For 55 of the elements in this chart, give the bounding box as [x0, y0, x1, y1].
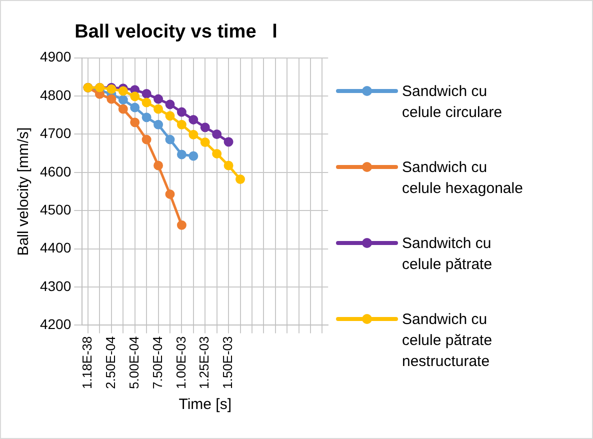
point — [176, 120, 186, 130]
legend-label: Sandwich cu celule pătrate nestructurate — [402, 310, 494, 372]
point — [130, 102, 140, 112]
point — [176, 220, 186, 230]
point — [142, 134, 152, 144]
point — [165, 100, 175, 110]
point — [188, 130, 198, 140]
y-tick-label: 4800 — [40, 86, 72, 103]
x-tick-label: 1.25E-03 — [196, 336, 212, 390]
point — [165, 134, 175, 144]
y-tick-label: 4300 — [40, 278, 72, 294]
chart-title: Ball velocity vs time l — [74, 22, 278, 43]
point — [118, 104, 128, 114]
point — [224, 160, 234, 170]
point — [200, 122, 210, 132]
point — [130, 118, 140, 128]
point — [118, 86, 128, 96]
x-axis-title: Time [s] — [178, 396, 232, 414]
legend-label: Sandwich cu celule hexagonale — [402, 158, 524, 199]
point — [118, 95, 128, 105]
y-tick-label: 4700 — [40, 125, 72, 142]
point — [236, 174, 246, 184]
point — [154, 160, 164, 170]
point — [165, 189, 175, 199]
point — [154, 104, 164, 114]
x-tick-label: 1.50E-03 — [220, 336, 236, 390]
x-tick-label: 7.50E-04 — [150, 336, 165, 390]
y-tick-label: 4600 — [40, 163, 72, 180]
x-tick-label: 1.00E-03 — [173, 336, 188, 390]
point — [200, 137, 210, 147]
point — [142, 112, 152, 122]
point — [212, 129, 222, 139]
point — [224, 137, 234, 147]
y-tick-label: 4200 — [40, 316, 72, 332]
point — [130, 92, 140, 102]
point — [154, 120, 164, 130]
point — [106, 94, 116, 104]
point — [176, 150, 186, 160]
point — [188, 151, 198, 161]
x-tick-label: 1.18E-38 — [80, 336, 95, 390]
y-axis-title: Ball velocity [mm/s] — [15, 127, 32, 256]
x-tick-label: 5.00E-04 — [126, 336, 142, 390]
y-tick-label: 4900 — [40, 48, 72, 65]
point — [154, 94, 164, 104]
point — [212, 148, 222, 158]
legend-label: Sandwich cu celule circulare — [402, 82, 504, 123]
y-tick-label: 4500 — [40, 201, 72, 218]
point — [142, 88, 152, 98]
point — [165, 111, 175, 121]
point — [188, 114, 198, 124]
x-tick-label: 2.50E-04 — [103, 336, 118, 390]
legend-label: Sandwitch cu celule pătrate — [402, 234, 494, 275]
point — [142, 98, 152, 108]
point — [176, 107, 186, 117]
y-tick-label: 4400 — [40, 240, 72, 256]
